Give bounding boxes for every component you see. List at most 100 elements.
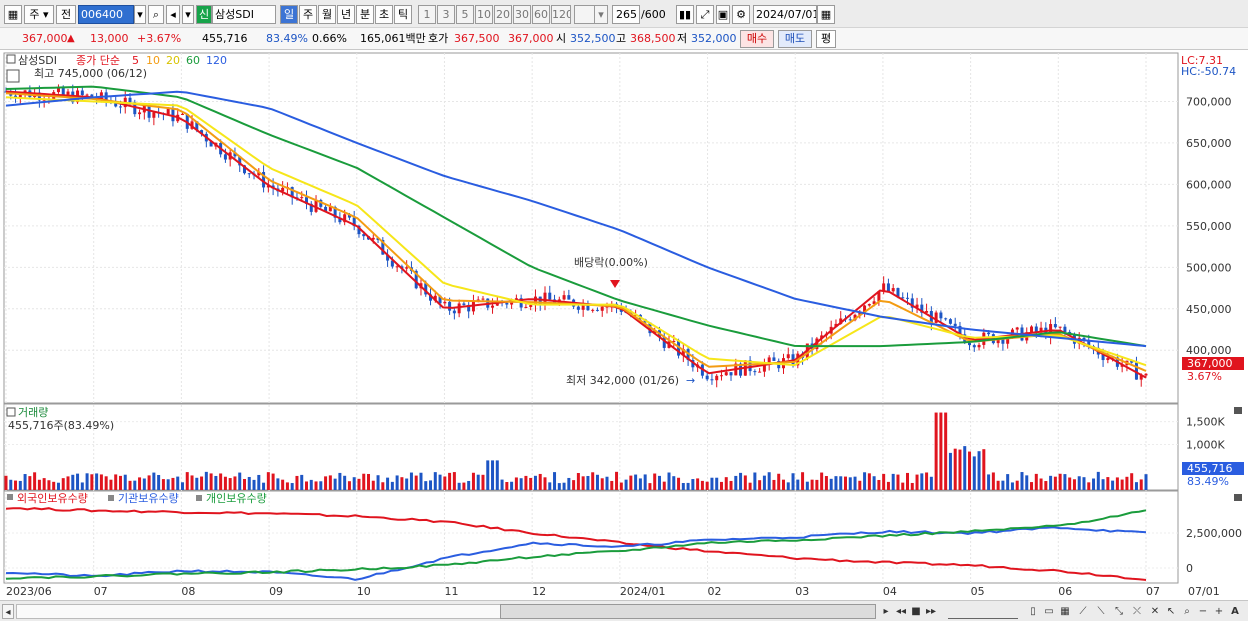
candle-body <box>133 102 137 115</box>
candle-type-icon[interactable]: ▮▮ <box>676 5 694 24</box>
interval-60[interactable]: 60 <box>532 5 550 24</box>
volume-bar <box>753 472 757 490</box>
candle-body <box>996 338 1000 344</box>
candle-body <box>600 306 604 311</box>
interval-120[interactable]: 120 <box>551 5 571 24</box>
bottom-scrollbar[interactable]: ◂ ▸ ◂◂ ■ ▸▸ ▯ ▭ ▦ ⟋ ⟍ ⤡ ⤬ ✕ ↖ ⌕ − + A <box>0 600 1248 621</box>
scroll-thumb[interactable] <box>500 604 876 619</box>
stock-code-dropdown-icon[interactable]: ▾ <box>134 5 146 24</box>
timeframe-day[interactable]: 일 <box>280 5 298 24</box>
legend-institution: 기관보유수량 <box>118 492 179 505</box>
candle-body <box>543 292 547 305</box>
candle-body <box>114 102 118 107</box>
volume-bar <box>686 482 690 490</box>
ma-line-120 <box>5 90 1147 348</box>
ma-line-5 <box>5 90 1147 379</box>
volume-bar <box>810 479 814 490</box>
line-tool-icon[interactable]: ⟋ <box>1079 606 1087 617</box>
price-panel-icon[interactable] <box>6 54 16 64</box>
timeframe-minute[interactable]: 분 <box>356 5 374 24</box>
volume-bar <box>705 481 709 490</box>
gear-icon[interactable]: ⚙ <box>732 5 750 24</box>
arrow-tool-icon[interactable]: ↖ <box>1166 606 1176 617</box>
interval-dropdown-icon[interactable]: ▾ <box>594 5 608 24</box>
x-tick-label: 12 <box>532 585 546 598</box>
low-price: 352,000 <box>691 32 737 45</box>
count-input[interactable]: 265 <box>612 5 640 24</box>
candle-body <box>305 197 309 204</box>
date-input[interactable]: 2024/07/01 <box>753 5 817 24</box>
speaker-icon[interactable]: ◂ <box>166 5 180 24</box>
search-icon[interactable]: ⌕ <box>148 5 164 24</box>
zoom-out-icon[interactable]: − <box>1198 606 1208 617</box>
holdings-panel-frame <box>3 490 1179 584</box>
stock-code-input[interactable]: 006400 <box>78 5 134 24</box>
zoom-slider[interactable] <box>948 604 1018 619</box>
holdings-close-icon[interactable] <box>1234 494 1242 501</box>
volume-bar <box>161 479 165 490</box>
volume-bar <box>90 474 94 490</box>
copy-icon[interactable]: ▭ <box>1044 606 1054 617</box>
grid-icon[interactable]: ▦ <box>1060 606 1070 617</box>
chart-menu-icon[interactable]: ▦ <box>4 5 22 24</box>
fib-tool-icon[interactable]: ⟍ <box>1097 606 1105 617</box>
candle-body <box>672 340 676 342</box>
volume-bar <box>28 476 32 490</box>
save-icon[interactable]: ▣ <box>716 5 730 24</box>
x-tick-label: 2024/01 <box>620 585 666 598</box>
stop-icon[interactable]: ■ <box>911 606 921 617</box>
trend-tool-icon[interactable]: ⤡ <box>1115 606 1123 617</box>
volume-bar <box>123 474 127 490</box>
prev-button[interactable]: 전 <box>56 5 76 24</box>
volume-bar <box>314 481 318 490</box>
candle-body <box>710 379 714 381</box>
sell-button[interactable]: 매도 <box>778 30 812 48</box>
interval-5[interactable]: 5 <box>456 5 474 24</box>
chart-svg[interactable]: 700,000 650,000 600,000 550,000 500,000 450,0… <box>0 50 1248 600</box>
volume-panel-icon[interactable] <box>6 407 16 417</box>
volume-bar <box>953 448 957 490</box>
timeframe-second[interactable]: 초 <box>375 5 393 24</box>
speaker-dropdown-icon[interactable]: ▾ <box>182 5 194 24</box>
timeframe-week[interactable]: 주 <box>299 5 317 24</box>
chart-area[interactable]: 700,000 650,000 600,000 550,000 500,000 450,0… <box>0 50 1248 600</box>
draw-tool-icon[interactable]: ⤢ <box>696 5 714 24</box>
forward-icon[interactable]: ▸▸ <box>925 606 937 617</box>
volume-close-icon[interactable] <box>1234 407 1242 414</box>
interval-1[interactable]: 1 <box>418 5 436 24</box>
volume-bar <box>333 478 337 490</box>
zoom-in-icon[interactable]: + <box>1214 606 1224 617</box>
candle-body <box>915 304 919 308</box>
eval-button[interactable]: 평 <box>816 30 836 48</box>
volume-bar <box>95 473 99 490</box>
interval-10[interactable]: 10 <box>475 5 493 24</box>
buy-button[interactable]: 매수 <box>740 30 774 48</box>
candle-body <box>1034 326 1038 333</box>
period-select[interactable]: 주 ▾ <box>24 5 54 24</box>
candle-body <box>772 357 776 361</box>
delete-tool-icon[interactable]: ✕ <box>1150 606 1160 617</box>
scroll-right-icon[interactable]: ▸ <box>883 606 889 617</box>
volume-bar <box>419 472 423 490</box>
interval-20[interactable]: 20 <box>494 5 512 24</box>
timeframe-month[interactable]: 월 <box>318 5 336 24</box>
candle-body <box>357 225 361 235</box>
candle-body <box>891 288 895 292</box>
layout-icon[interactable]: ▯ <box>1030 606 1036 617</box>
cross-tool-icon[interactable]: ⤬ <box>1133 606 1141 617</box>
timeframe-tick[interactable]: 틱 <box>394 5 412 24</box>
timeframe-year[interactable]: 년 <box>337 5 355 24</box>
interval-30[interactable]: 30 <box>513 5 531 24</box>
zoom-search-icon[interactable]: ⌕ <box>1184 606 1190 617</box>
stock-name-field[interactable]: 삼성SDI <box>212 5 276 24</box>
rewind-icon[interactable]: ◂◂ <box>895 606 907 617</box>
font-size-icon[interactable]: A <box>1231 606 1239 617</box>
volume-bar <box>271 473 275 490</box>
holdings-panel-icon[interactable] <box>7 494 13 500</box>
candle-body <box>906 297 910 299</box>
volume-bar <box>481 474 485 490</box>
scroll-left-icon[interactable]: ◂ <box>2 604 14 619</box>
interval-3[interactable]: 3 <box>437 5 455 24</box>
calendar-icon[interactable]: ▦ <box>817 5 835 24</box>
panel-toggle-icon[interactable] <box>6 69 20 83</box>
